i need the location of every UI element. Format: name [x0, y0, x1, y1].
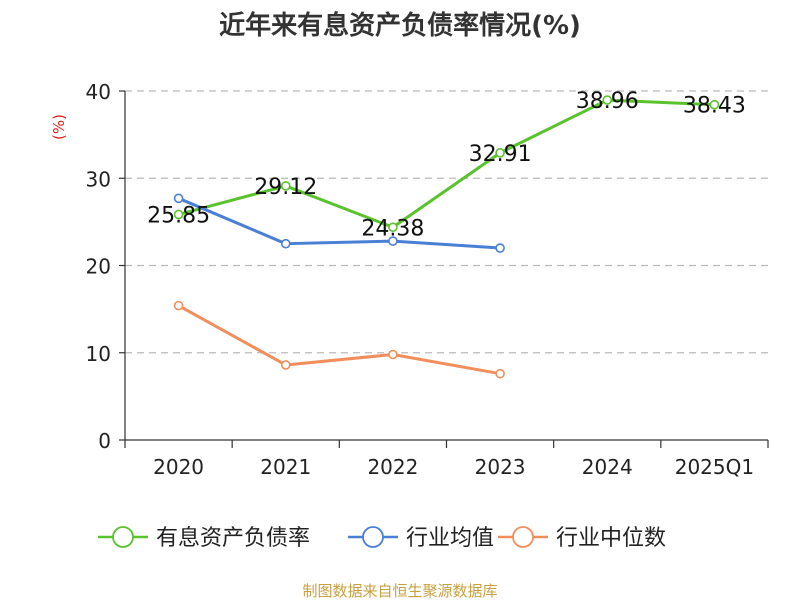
legend-label: 有息资产负债率	[156, 526, 310, 551]
axes: 0 10 20 30 40 2020 2021 2022 2023 2024 2025Q1	[86, 80, 769, 479]
data-point	[173, 209, 184, 220]
data-point	[495, 243, 505, 253]
series-line-1	[178, 98, 715, 229]
x-tick-label: 2022	[367, 455, 418, 479]
x-tick-label: 2021	[260, 455, 311, 479]
data-point	[280, 181, 291, 191]
legend: 有息资产负债率 行业均值 行业中位数	[98, 526, 666, 551]
legend-label: 行业均值	[406, 526, 494, 551]
data-point	[280, 360, 291, 370]
data-label: 38.43	[683, 94, 746, 119]
series-line-3	[177, 304, 501, 376]
x-tick-label: 2020	[153, 455, 204, 479]
x-tick-label: 2024	[582, 455, 633, 479]
y-tick-label: 0	[98, 429, 111, 453]
series-lines	[173, 95, 720, 379]
y-tick-label: 10	[86, 342, 111, 366]
data-point	[280, 238, 291, 249]
data-point	[173, 193, 184, 204]
x-tick-label: 2023	[475, 455, 526, 479]
legend-marker	[112, 526, 134, 548]
y-axis-label: (%)	[50, 114, 68, 140]
y-tick-label: 40	[86, 80, 111, 104]
data-label: 25.85	[147, 203, 210, 228]
data-labels: 25.85 29.12 24.38 32.91 38.96 38.43	[147, 89, 746, 241]
data-point	[388, 222, 398, 233]
y-tick-label: 20	[86, 255, 111, 279]
grid-lines	[125, 90, 768, 354]
data-label: 32.91	[469, 142, 532, 167]
legend-label: 行业中位数	[556, 526, 666, 551]
series-line-2	[177, 196, 501, 250]
x-tick-label: 2025Q1	[675, 455, 754, 479]
legend-marker	[362, 526, 384, 548]
data-label: 29.12	[254, 175, 317, 200]
data-point	[388, 236, 398, 246]
data-point	[495, 148, 505, 158]
data-point	[602, 95, 613, 105]
data-label: 38.96	[576, 89, 639, 114]
chart-title: 近年来有息资产负债率情况(%)	[219, 10, 581, 41]
data-point	[495, 368, 505, 379]
legend-marker	[512, 526, 534, 548]
data-point	[388, 349, 398, 360]
data-source-note: 制图数据来自恒生聚源数据库	[302, 582, 497, 600]
data-label: 24.38	[361, 216, 424, 241]
data-point	[709, 99, 720, 110]
data-point	[173, 300, 184, 311]
y-tick-label: 30	[86, 167, 111, 191]
